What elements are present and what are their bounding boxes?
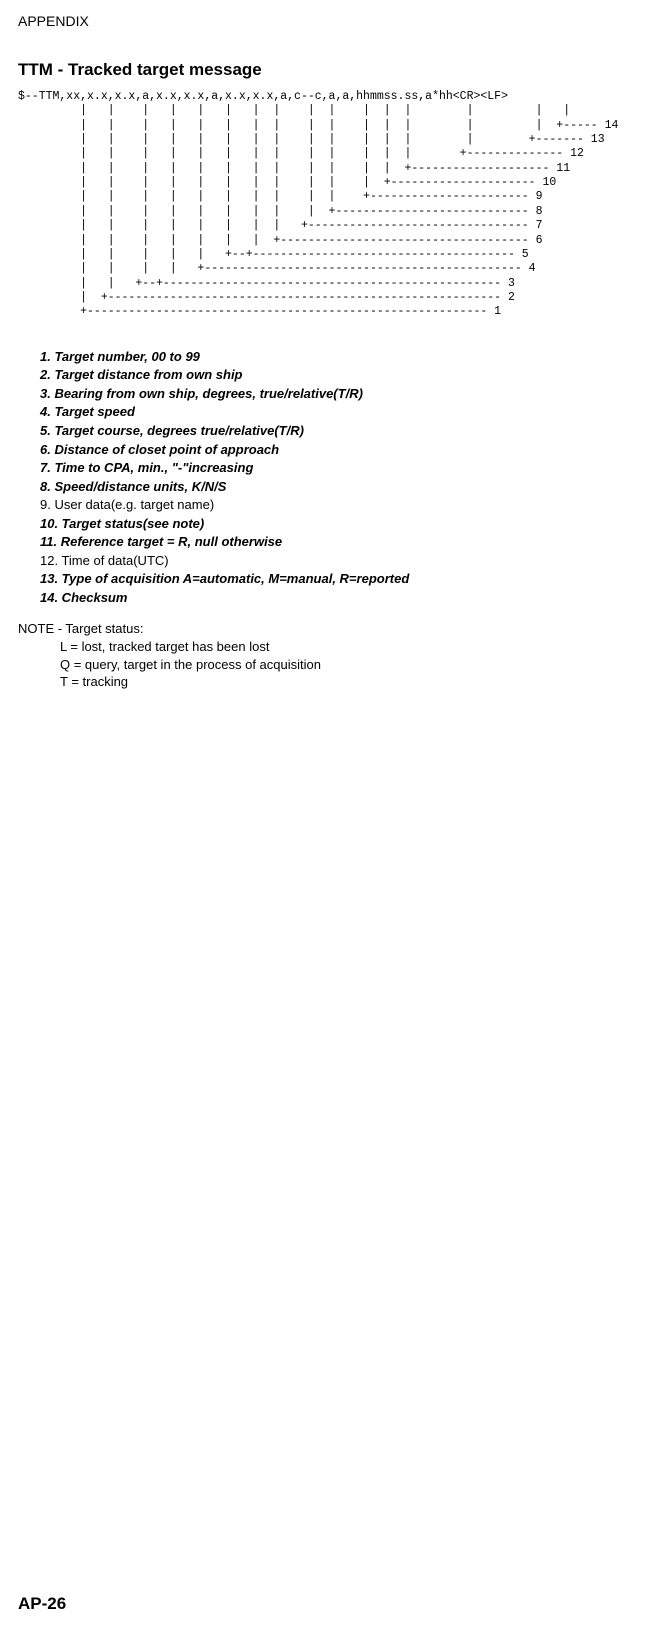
sentence-diagram: $--TTM,xx,x.x,x.x,a,x.x,x.x,a,x.x,x.x,a,… [18,90,633,320]
field-item: 1. Target number, 00 to 99 [40,348,633,366]
note-line: T = tracking [60,673,633,691]
field-item: 3. Bearing from own ship, degrees, true/… [40,385,633,403]
field-item: 14. Checksum [40,589,633,607]
field-item: 9. User data(e.g. target name) [40,496,633,514]
note-line: L = lost, tracked target has been lost [60,638,633,656]
page-number: AP-26 [18,1593,66,1616]
appendix-header: APPENDIX [18,12,633,31]
field-item: 4. Target speed [40,403,633,421]
field-item: 12. Time of data(UTC) [40,552,633,570]
field-list: 1. Target number, 00 to 99 2. Target dis… [40,348,633,607]
field-item: 10. Target status(see note) [40,515,633,533]
field-item: 11. Reference target = R, null otherwise [40,533,633,551]
field-item: 13. Type of acquisition A=automatic, M=m… [40,570,633,588]
field-item: 5. Target course, degrees true/relative(… [40,422,633,440]
note-title: NOTE - Target status: [18,620,633,638]
note-line: Q = query, target in the process of acqu… [60,656,633,674]
field-item: 2. Target distance from own ship [40,366,633,384]
field-item: 8. Speed/distance units, K/N/S [40,478,633,496]
page-title: TTM - Tracked target message [18,59,633,82]
field-item: 7. Time to CPA, min., "-"increasing [40,459,633,477]
field-item: 6. Distance of closet point of approach [40,441,633,459]
note-block: NOTE - Target status: L = lost, tracked … [18,620,633,690]
